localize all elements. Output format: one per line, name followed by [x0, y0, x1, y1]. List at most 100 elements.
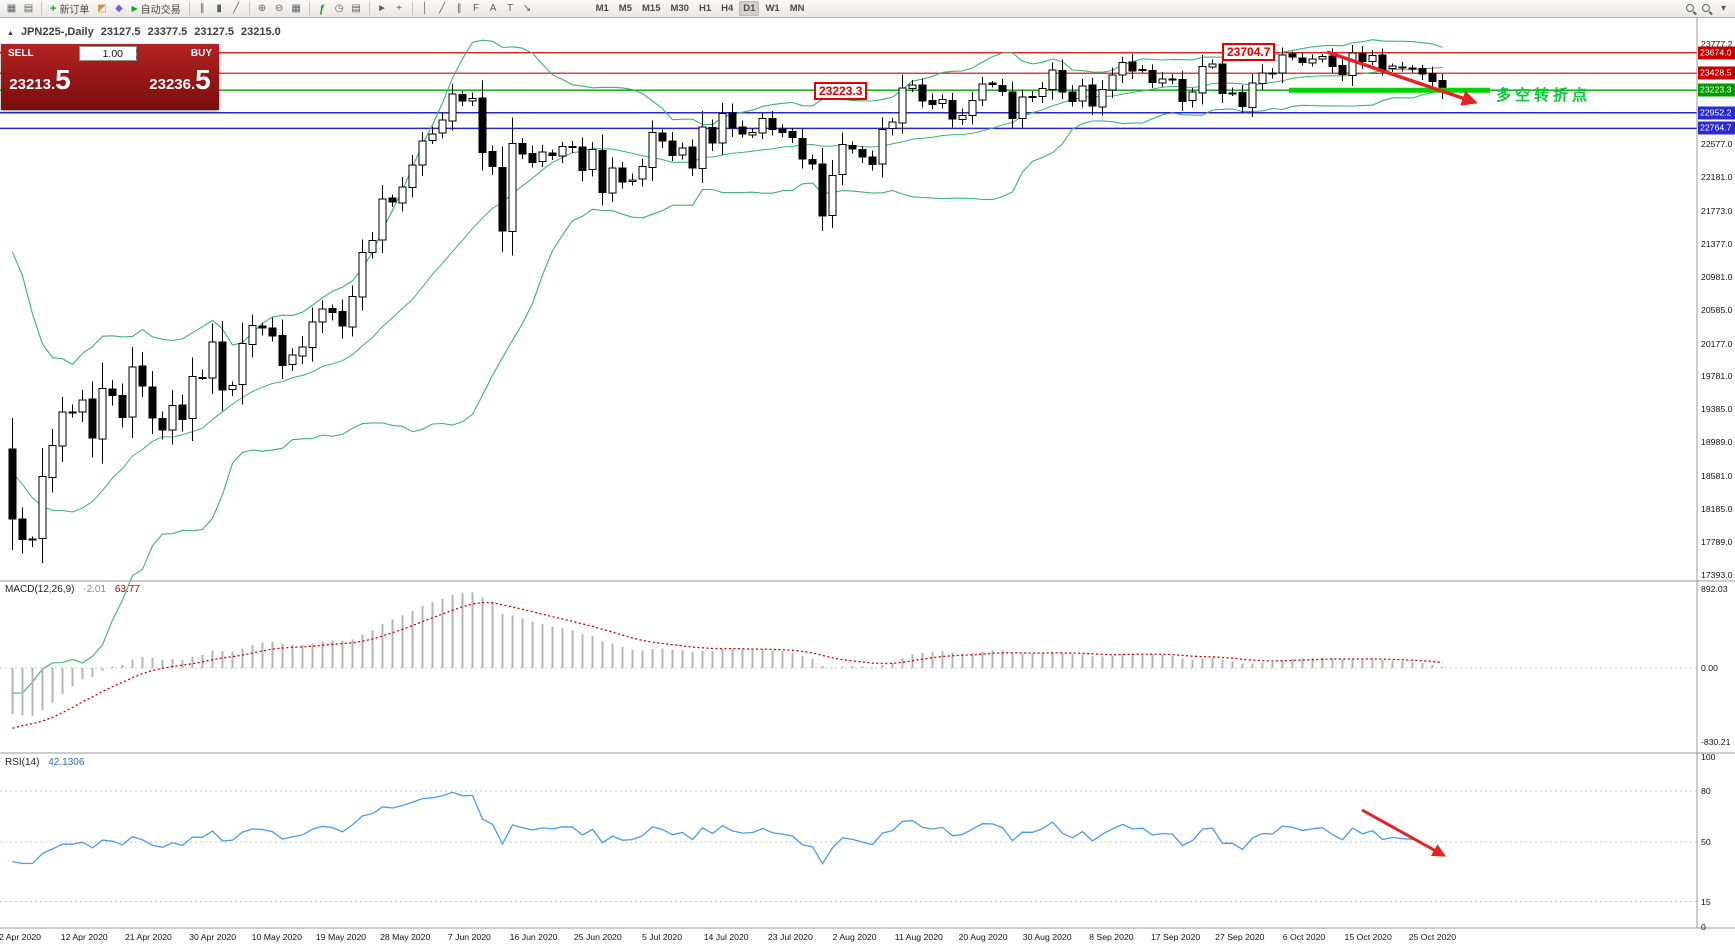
volume-input[interactable]: 1.00: [79, 46, 137, 61]
timeframe-button-M15[interactable]: M15: [642, 3, 661, 14]
candle-body: [478, 97, 487, 154]
candle-body: [278, 335, 287, 366]
candle-body: [1048, 69, 1057, 90]
candlestick-chart-icon[interactable]: ▮: [216, 3, 222, 14]
toolbar-separator: [188, 2, 190, 15]
crosshair-icon[interactable]: +: [396, 3, 403, 14]
candle-body: [1238, 91, 1247, 107]
candle-body: [1388, 65, 1397, 69]
toolbar-separator: [308, 2, 310, 15]
candle-body: [778, 128, 787, 133]
vertical-line-tool-icon[interactable]: │: [421, 3, 429, 14]
templates-icon[interactable]: ▤: [351, 3, 361, 14]
zoom-out-icon[interactable]: ⊖: [274, 3, 284, 14]
line-chart-icon[interactable]: ╱: [233, 3, 240, 14]
cursor-icon[interactable]: ►: [377, 3, 388, 14]
bollinger-upper-band: [11, 39, 1443, 366]
volume-steppers[interactable]: ▴ ▾: [135, 48, 138, 61]
candle-body: [408, 164, 417, 188]
candle-body: [1188, 91, 1197, 102]
candle-body: [1038, 87, 1047, 97]
candle-body: [928, 99, 937, 106]
resistance-price-label[interactable]: 23704.7: [1222, 43, 1276, 61]
candle-body: [1008, 91, 1017, 120]
text-tool-icon[interactable]: A: [489, 3, 497, 14]
buy-price: 23236.: [149, 76, 196, 93]
timeframe-button-H1[interactable]: H1: [698, 3, 712, 14]
new-chart-icon[interactable]: ▦: [6, 3, 17, 14]
candle-body: [1308, 58, 1317, 64]
profiles-icon[interactable]: ▤: [23, 3, 34, 14]
candle-body: [968, 99, 977, 116]
arrows-tool-icon[interactable]: ↘: [522, 3, 532, 14]
candle-body: [1298, 57, 1307, 63]
candle-body: [268, 327, 277, 337]
candle-body: [1428, 73, 1437, 82]
symbol-period-label: JPN225-,Daily: [20, 26, 94, 38]
candle-body: [158, 418, 167, 431]
downtrend-arrow: [1326, 50, 1478, 106]
toolbar-right-group: ▾: [1683, 1, 1732, 16]
label-tool-icon[interactable]: T: [507, 3, 514, 14]
bar-open-value: 23127.5: [100, 26, 141, 38]
candle-body: [128, 366, 137, 418]
timeframe-button-W1[interactable]: W1: [765, 3, 780, 14]
timeframe-button-H4[interactable]: H4: [721, 3, 734, 14]
fibonacci-tool-icon[interactable]: F: [473, 3, 480, 14]
support-price-label[interactable]: 23223.3: [814, 82, 868, 100]
candle-body: [18, 518, 27, 541]
trendline-tool-icon[interactable]: ╱: [439, 3, 446, 14]
chevron-down-icon[interactable]: ▾: [1720, 3, 1727, 14]
candle-body: [248, 325, 257, 345]
period-icon[interactable]: ◷: [334, 3, 344, 14]
rsi-indicator-label: RSI(14) 42.1306: [5, 757, 84, 768]
rsi-name: RSI(14): [5, 757, 40, 768]
tile-windows-icon[interactable]: ▦: [291, 3, 301, 14]
new-order-button[interactable]: + 新订单: [46, 1, 93, 17]
candle-body: [768, 117, 777, 131]
search-symbol-icon[interactable]: [1701, 3, 1713, 15]
candle-body: [958, 114, 967, 120]
timeframe-button-MN[interactable]: MN: [789, 3, 805, 14]
mql-community-icon[interactable]: ◆: [115, 3, 123, 14]
turning-point-text[interactable]: 多空转折点: [1496, 87, 1592, 104]
sell-button[interactable]: 23213. 5: [1, 66, 79, 110]
chart-ohlc-header: ▲ JPN225-,Daily 23127.5 23377.5 23127.5 …: [7, 26, 281, 38]
candle-body: [198, 376, 207, 379]
autotrading-button[interactable]: ▶ 自动交易: [127, 1, 184, 17]
candle-body: [648, 132, 657, 169]
timeframe-button-D1[interactable]: D1: [739, 1, 760, 16]
search-icon[interactable]: [1685, 3, 1697, 15]
indicators-icon[interactable]: ƒ: [319, 2, 326, 15]
candle-body: [898, 87, 907, 124]
candle-body: [1218, 63, 1227, 94]
candle-body: [228, 384, 237, 390]
volume-up-icon[interactable]: ▴: [135, 48, 138, 54]
timeframe-button-M1[interactable]: M1: [595, 3, 609, 14]
candle-body: [238, 342, 247, 385]
candle-body: [358, 252, 367, 298]
zoom-in-icon[interactable]: ⊕: [257, 3, 267, 14]
buy-button[interactable]: 23236. 5: [141, 66, 219, 110]
candle-body: [1158, 78, 1167, 84]
candle-body: [1268, 72, 1277, 75]
candle-body: [68, 411, 77, 414]
candle-body: [658, 132, 667, 142]
candle-body: [1348, 52, 1357, 77]
candle-body: [1378, 54, 1387, 70]
candle-body: [688, 146, 697, 169]
alerts-icon[interactable]: ◩: [97, 3, 107, 14]
timeframe-button-M5[interactable]: M5: [618, 3, 632, 14]
volume-down-icon[interactable]: ▾: [135, 54, 138, 61]
candle-body: [1128, 61, 1137, 72]
candle-body: [488, 151, 497, 168]
candle-body: [448, 93, 457, 122]
channel-tool-icon[interactable]: ∥: [456, 3, 462, 14]
candle-body: [938, 99, 947, 105]
macd-name: MACD(12,26,9): [5, 584, 75, 595]
bar-chart-icon[interactable]: ∥: [199, 3, 205, 14]
candle-body: [728, 112, 737, 129]
timeframe-button-M30[interactable]: M30: [670, 3, 689, 14]
candle-body: [598, 149, 607, 193]
